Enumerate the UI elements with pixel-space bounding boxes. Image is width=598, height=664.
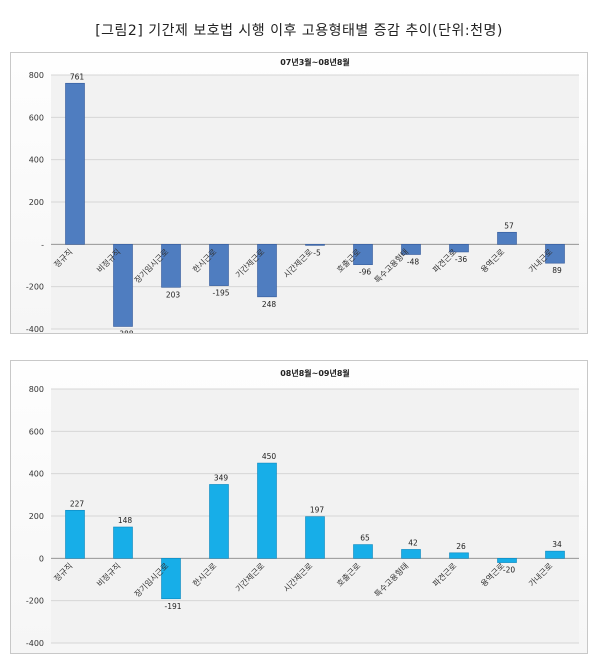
chart-panel-1: 07년3월~08년8월 -400 -200-200 400 600 800 정규직 761 비정… <box>10 52 588 334</box>
bar <box>209 244 229 286</box>
y-tick-label: -200 <box>26 283 44 292</box>
data-label: 349 <box>214 473 229 482</box>
bar <box>257 462 277 559</box>
bar <box>65 82 85 245</box>
bar <box>65 509 85 559</box>
page-title: [그림2] 기간제 보호법 시행 이후 고용형태별 증감 추이(단위:천명) <box>95 23 503 39</box>
bar <box>449 244 469 253</box>
data-label: -20 <box>503 566 515 575</box>
bar-chart-1: 07년3월~08년8월-400-200-200400600800정규직761비정… <box>26 57 579 333</box>
y-tick-label: -200 <box>26 597 44 606</box>
y-tick-label: 200 <box>29 198 44 207</box>
bar <box>497 558 517 563</box>
bar <box>545 244 565 264</box>
bar <box>401 244 421 255</box>
data-label: -48 <box>407 257 419 266</box>
data-label: -5 <box>313 248 321 257</box>
data-label: -195 <box>212 289 229 298</box>
y-tick-label: - <box>41 240 44 249</box>
y-tick-label: 200 <box>29 512 44 521</box>
y-tick-label: 0 <box>39 554 44 563</box>
data-label: -96 <box>359 268 371 277</box>
data-label: -191 <box>164 602 181 611</box>
bar <box>497 231 517 245</box>
data-label: 89 <box>552 266 562 275</box>
y-tick-label: 600 <box>29 427 44 436</box>
data-label: 227 <box>70 499 85 508</box>
bar <box>353 544 373 559</box>
bar <box>353 244 373 265</box>
y-tick-label: -400 <box>26 325 44 333</box>
bar <box>449 552 469 559</box>
data-label: 65 <box>360 534 370 543</box>
data-label: 761 <box>70 72 85 81</box>
data-label: 34 <box>552 540 562 549</box>
y-tick-label: 800 <box>29 71 44 80</box>
y-tick-label: 400 <box>29 156 44 165</box>
y-tick-label: -400 <box>26 639 44 648</box>
data-label: 197 <box>310 506 325 515</box>
bar <box>161 244 181 288</box>
bar <box>401 549 421 559</box>
y-tick-label: 800 <box>29 385 44 394</box>
bar <box>161 558 181 600</box>
data-label: -36 <box>455 255 467 264</box>
bar <box>545 550 565 559</box>
data-label: 57 <box>504 221 514 230</box>
bar <box>305 516 325 559</box>
data-label: 26 <box>456 542 466 551</box>
bar <box>113 244 133 327</box>
bar-chart-2: 08년8월~09년8월-400-2000200400600800정규직227비정… <box>26 368 579 648</box>
data-label: -388 <box>116 329 133 333</box>
y-tick-label: 600 <box>29 113 44 122</box>
data-label: 248 <box>262 300 277 309</box>
data-label: 450 <box>262 452 277 461</box>
bar <box>257 244 277 298</box>
data-label: 148 <box>118 516 133 525</box>
data-label: 42 <box>408 538 418 547</box>
chart-panel-2: 08년8월~09년8월 -400 -200 0 200 400 600 800 정규직 227 비정… <box>10 360 588 654</box>
y-tick-label: 400 <box>29 470 44 479</box>
data-label: 203 <box>166 290 181 299</box>
bar <box>209 484 229 559</box>
bar <box>113 526 133 559</box>
chart-title: 08년8월~09년8월 <box>280 368 350 378</box>
chart-title: 07년3월~08년8월 <box>280 57 350 67</box>
bar <box>305 244 325 246</box>
